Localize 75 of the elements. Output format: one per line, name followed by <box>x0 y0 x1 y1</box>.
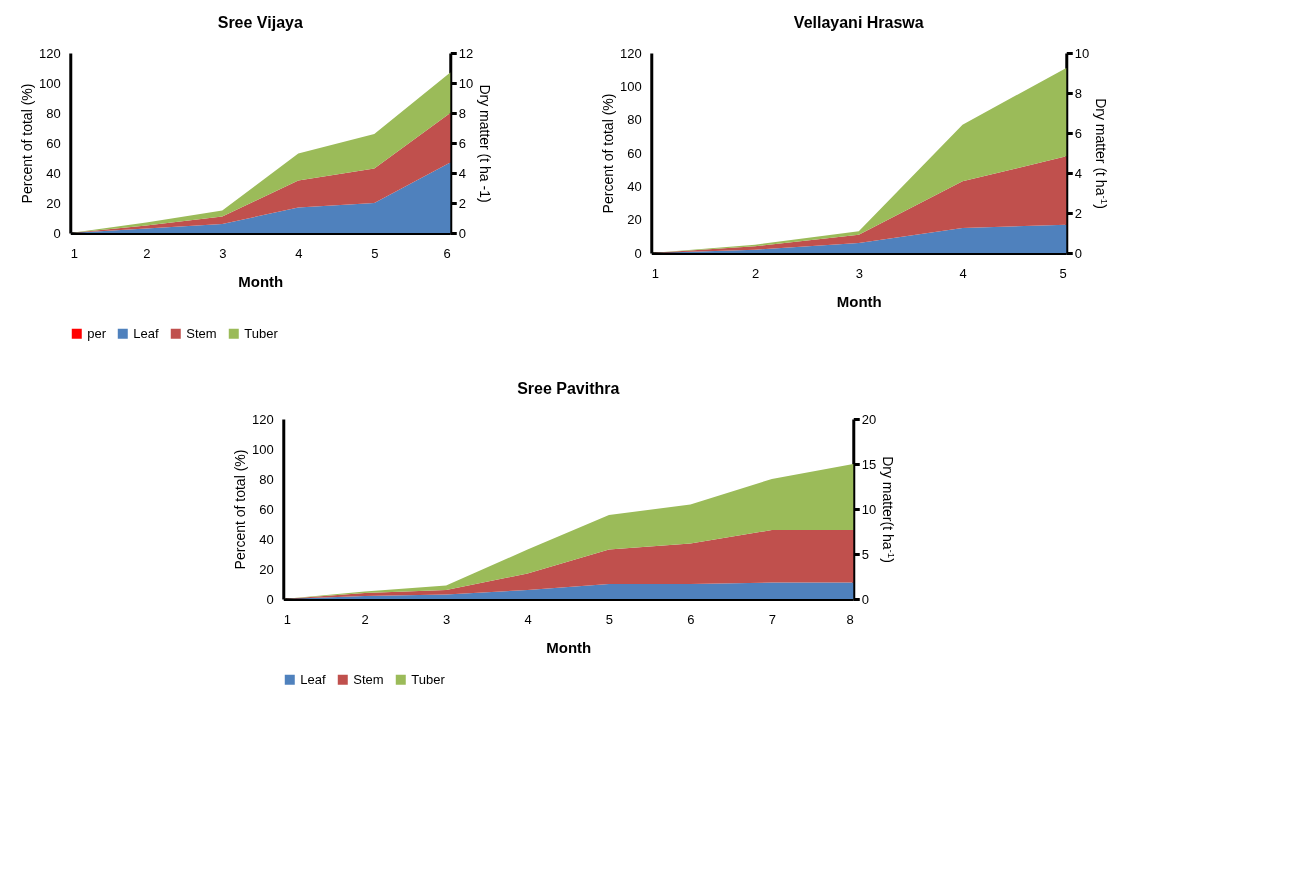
y-tick-label: 80 <box>46 105 61 121</box>
legend-label: Leaf <box>300 671 326 687</box>
y-tick-label: 120 <box>252 411 274 427</box>
x-tick-label: 3 <box>219 245 227 261</box>
y2-tick-label: 20 <box>861 411 877 427</box>
y2-tick-label: 6 <box>1074 125 1082 141</box>
y-tick-label: 0 <box>634 245 642 261</box>
x-axis-title: Month <box>836 292 882 310</box>
y2-tick-label: 10 <box>458 75 474 91</box>
y2-tick-label: 0 <box>458 225 466 241</box>
x-axis-title: Month <box>238 272 284 290</box>
y-tick-label: 40 <box>627 178 642 194</box>
y2-tick-label: 8 <box>1074 85 1082 101</box>
y2-tick-label: 8 <box>458 105 466 121</box>
x-tick-label: 4 <box>959 265 967 281</box>
y-axis-title: Percent of total (%) <box>19 83 36 204</box>
x-tick-label: 1 <box>70 245 78 261</box>
y2-tick-label: 10 <box>861 501 877 517</box>
x-tick-label: 6 <box>687 611 695 627</box>
y-tick-label: 20 <box>46 195 61 211</box>
y-tick-label: 60 <box>259 501 274 517</box>
y2-tick-label: 2 <box>458 195 466 211</box>
chart-title: Vellayani Hraswa <box>793 14 924 31</box>
y2-tick-label: 5 <box>861 546 869 562</box>
y2-tick-label: 2 <box>1074 205 1082 221</box>
y-tick-label: 60 <box>627 145 642 161</box>
y-tick-label: 60 <box>46 135 61 151</box>
legend-label: Tuber <box>411 671 446 687</box>
y-tick-label: 100 <box>39 75 61 91</box>
legend-label: Leaf <box>133 325 159 341</box>
y2-tick-label: 12 <box>458 45 474 61</box>
y-tick-label: 100 <box>620 78 642 94</box>
x-tick-label: 4 <box>524 611 532 627</box>
x-tick-label: 5 <box>371 245 379 261</box>
y-axis-title: Percent of total (%) <box>232 449 249 570</box>
x-tick-label: 5 <box>605 611 614 627</box>
y-tick-label: 80 <box>259 471 274 487</box>
x-tick-label: 2 <box>751 265 760 281</box>
y-tick-label: 0 <box>266 591 274 607</box>
y-tick-label: 120 <box>39 45 61 61</box>
chart-title: Sree Vijaya <box>217 14 303 31</box>
x-tick-label: 2 <box>143 245 151 261</box>
y-tick-label: 120 <box>620 45 642 61</box>
x-tick-label: 6 <box>443 245 451 261</box>
y2-tick-label: 15 <box>861 456 877 472</box>
y2-axis-title: Dry matter (t ha -1) <box>477 84 494 203</box>
y-axis-title: Percent of total (%) <box>600 93 617 214</box>
y-tick-label: 40 <box>46 165 61 181</box>
x-tick-label: 5 <box>1059 265 1067 281</box>
y2-tick-label: 10 <box>1074 45 1090 61</box>
x-tick-label: 2 <box>361 611 369 627</box>
chart-title: Sree Pavithra <box>517 380 620 397</box>
y2-tick-label: 6 <box>458 135 466 151</box>
x-tick-label: 8 <box>846 611 854 627</box>
legend-label: Tuber <box>244 325 279 341</box>
x-tick-label: 1 <box>651 265 659 281</box>
x-tick-label: 4 <box>295 245 303 261</box>
x-tick-label: 3 <box>855 265 863 281</box>
y2-tick-label: 4 <box>1074 165 1082 181</box>
x-axis-title: Month <box>546 638 592 656</box>
y2-tick-label: 0 <box>861 591 869 607</box>
y-tick-label: 20 <box>259 561 274 577</box>
y-tick-label: 40 <box>259 531 274 547</box>
y-tick-label: 80 <box>627 112 642 128</box>
x-tick-label: 7 <box>768 611 776 627</box>
legend-label: Stem <box>353 671 384 687</box>
legend-label: per <box>87 325 107 341</box>
y2-tick-label: 0 <box>1074 245 1082 261</box>
y-tick-label: 0 <box>53 225 61 241</box>
x-tick-label: 1 <box>283 611 291 627</box>
x-tick-label: 3 <box>443 611 451 627</box>
y2-tick-label: 4 <box>458 165 466 181</box>
legend-label: Stem <box>186 325 217 341</box>
y-tick-label: 20 <box>627 212 642 228</box>
y-tick-label: 100 <box>252 441 274 457</box>
